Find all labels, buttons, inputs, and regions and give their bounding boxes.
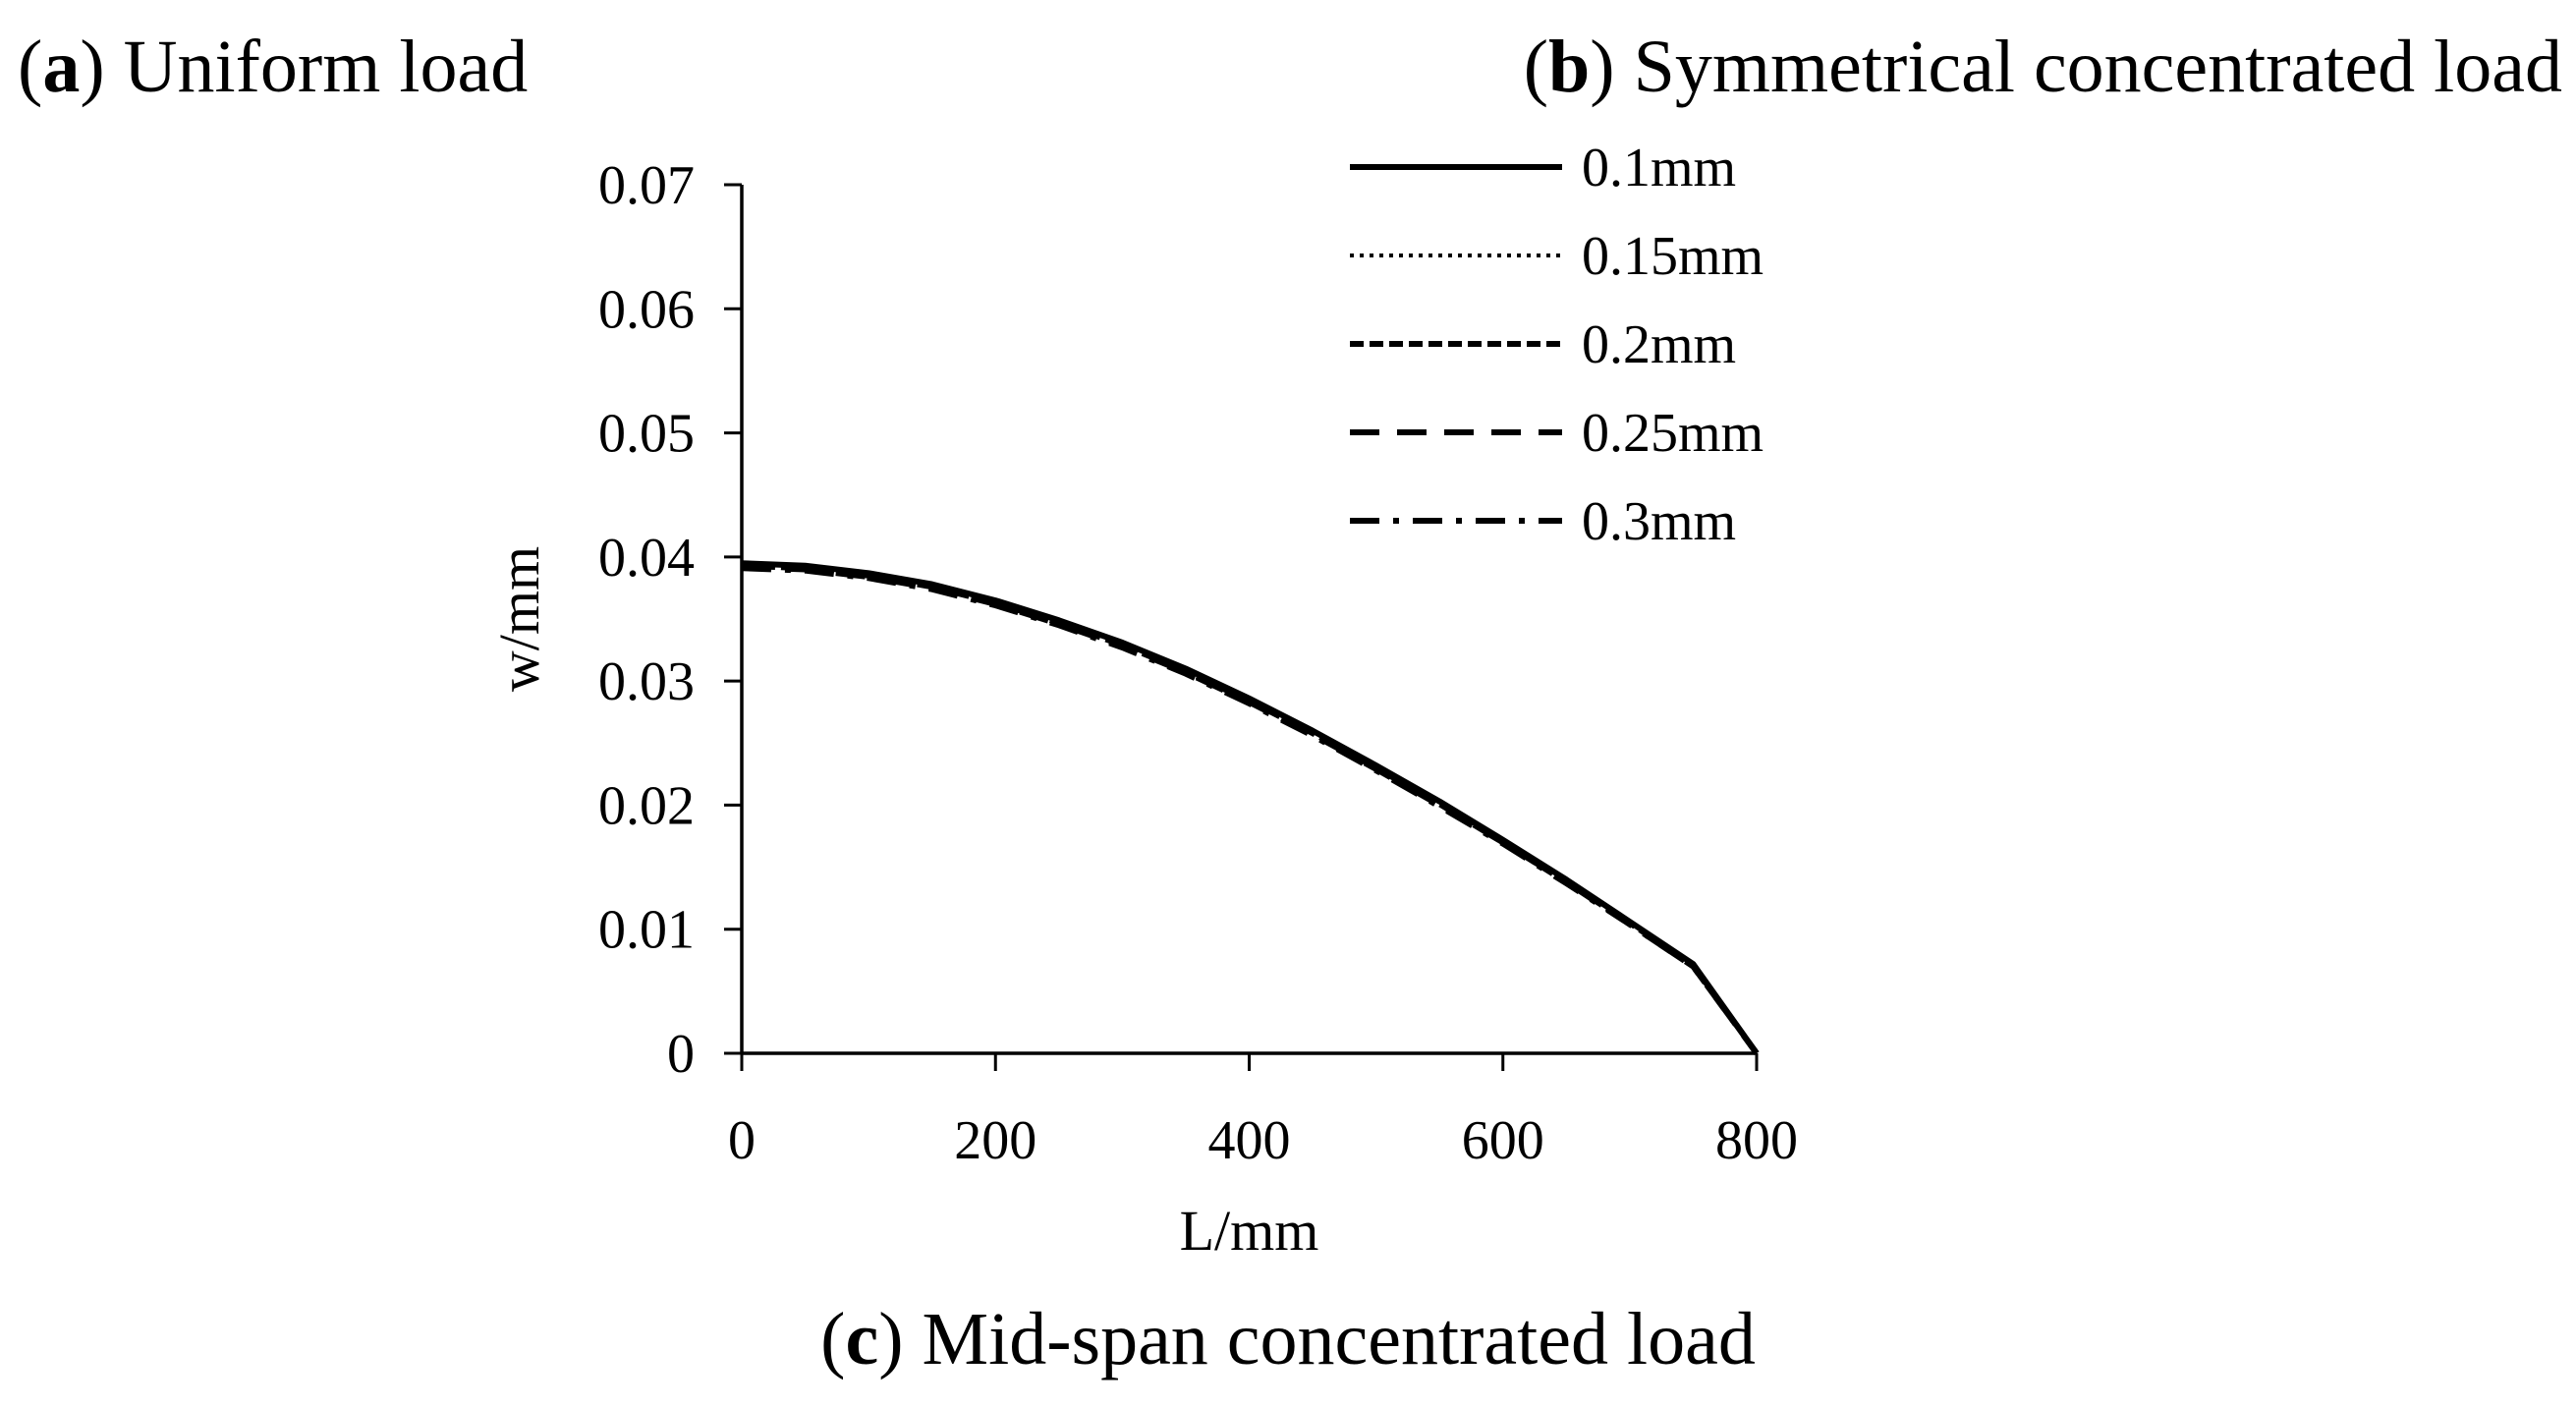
y-tick-label: 0 <box>667 1024 695 1085</box>
y-tick-label: 0.04 <box>598 528 695 589</box>
y-tick-label: 0.03 <box>598 651 695 712</box>
chart-axes: 0 0.01 0.02 0.03 0.04 0.05 0.06 0.07 0 200 400 600 8… <box>487 155 1798 1263</box>
caption-c-text: Mid-span concentrated load <box>903 1298 1756 1380</box>
x-tick-label: 0 <box>728 1110 756 1171</box>
legend-label: 0.3mm <box>1582 491 1736 552</box>
legend-label: 0.15mm <box>1582 226 1764 287</box>
caption-c-letter: c <box>845 1298 879 1380</box>
caption-b-text: Symmetrical concentrated load <box>1614 26 2562 108</box>
x-tick-label: 600 <box>1462 1110 1544 1171</box>
y-axis-label: w/mm <box>487 546 551 692</box>
y-tick-label: 0.06 <box>598 279 695 340</box>
series-line-0.2mm <box>741 562 1760 1055</box>
y-tick-label: 0.07 <box>598 155 695 216</box>
caption-mid-span-concentrated-load: (c) Mid-span concentrated load <box>820 1298 1756 1380</box>
caption-uniform-load: (a) Uniform load <box>18 26 529 108</box>
x-tick-label: 200 <box>954 1110 1036 1171</box>
series-line-0.1mm <box>741 560 1760 1055</box>
series-line-0.3mm <box>741 565 1760 1055</box>
series-line-0.25mm <box>741 564 1760 1055</box>
caption-a-letter: a <box>42 26 81 108</box>
caption-a-text: Uniform load <box>104 26 529 108</box>
x-tick-label: 400 <box>1208 1110 1291 1171</box>
legend-label: 0.2mm <box>1582 314 1736 375</box>
caption-symmetrical-concentrated-load: (b) Symmetrical concentrated load <box>1523 26 2562 108</box>
x-tick-label: 800 <box>1715 1110 1798 1171</box>
legend-label: 0.25mm <box>1582 403 1764 464</box>
caption-b-letter: b <box>1548 26 1591 108</box>
y-tick-label: 0.01 <box>598 900 695 961</box>
legend-label: 0.1mm <box>1582 138 1736 198</box>
chart-series <box>741 560 1760 1055</box>
y-tick-label: 0.05 <box>598 404 695 465</box>
x-axis-label: L/mm <box>1180 1199 1319 1263</box>
series-line-0.15mm <box>741 562 1759 1055</box>
chart-legend: 0.1mm 0.15mm 0.2mm 0.25mm 0.3mm <box>1350 138 1764 552</box>
y-tick-label: 0.02 <box>598 775 695 836</box>
